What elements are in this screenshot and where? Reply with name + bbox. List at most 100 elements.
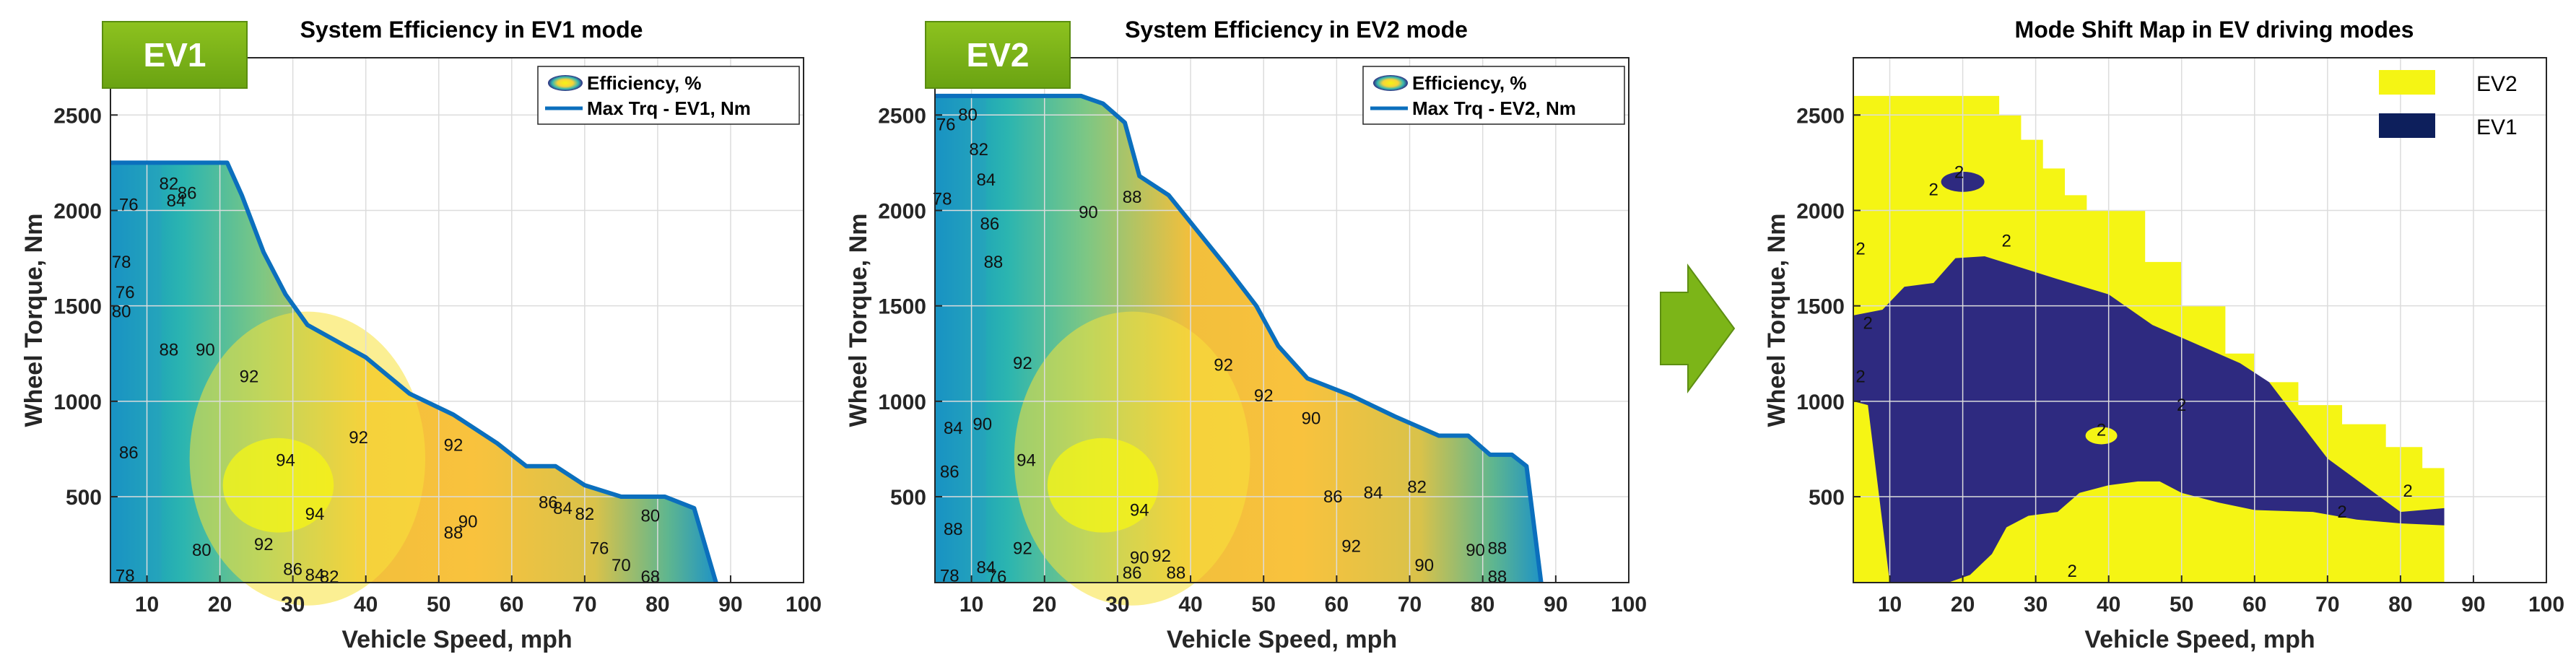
- contour-label: 84: [976, 558, 996, 578]
- x-tick-label: 90: [1544, 593, 1567, 617]
- region-annotation: 2: [1855, 239, 1865, 258]
- region-annotation: 2: [1863, 313, 1873, 333]
- x-tick-label: 20: [1032, 593, 1056, 617]
- contour-label: 92: [1013, 354, 1032, 373]
- x-tick-label: 70: [1398, 593, 1422, 617]
- y-tick-label: 2500: [878, 104, 926, 128]
- contour-label: 94: [276, 451, 295, 471]
- efficiency-legend-swatch: [548, 75, 583, 91]
- max-torque-curve: [935, 93, 1544, 583]
- x-tick-label: 80: [2388, 593, 2412, 617]
- contour-label: 76: [590, 539, 609, 558]
- contour-label: 88: [444, 523, 464, 543]
- x-tick-label: 100: [786, 593, 822, 617]
- contour-label: 88: [1488, 539, 1507, 558]
- contour-label: 92: [240, 367, 259, 386]
- peak-efficiency-core: [1047, 437, 1159, 533]
- contour-label: 90: [458, 512, 478, 531]
- y-tick-label: 1500: [878, 295, 926, 319]
- x-tick-label: 30: [281, 593, 305, 617]
- contour-label: 88: [1488, 567, 1507, 587]
- max-torque-curve: [110, 160, 718, 583]
- region-annotation: 2: [2403, 482, 2412, 501]
- y-tick-label: 1000: [878, 391, 926, 414]
- x-tick-label: 60: [1325, 593, 1349, 617]
- contour-label: 90: [972, 415, 992, 435]
- contour-label: 68: [640, 567, 660, 587]
- x-tick-label: 50: [2170, 593, 2193, 617]
- x-tick-label: 100: [1611, 593, 1647, 617]
- legend-ev2: EV2: [2476, 72, 2518, 96]
- contour-label: 92: [254, 535, 274, 554]
- legend-max-torque: Max Trq - EV1, Nm: [587, 97, 751, 119]
- contour-label: 88: [984, 253, 1004, 272]
- ev1-legend-swatch: [2379, 113, 2435, 138]
- mode-badge-ev2: EV2: [925, 21, 1071, 89]
- contour-label: 86: [119, 443, 139, 463]
- contour-label: 84: [944, 419, 963, 438]
- region-annotation: 2: [2177, 396, 2186, 415]
- contour-label: 90: [1130, 549, 1149, 568]
- region-annotation: 2: [1954, 163, 1964, 183]
- y-tick-label: 500: [890, 486, 926, 510]
- peak-efficiency-core: [222, 437, 334, 533]
- contour-label: 78: [933, 190, 952, 209]
- contour-label: 92: [349, 428, 368, 448]
- legend-efficiency: Efficiency, %: [1412, 72, 1526, 94]
- mode-badge-ev1: EV1: [102, 21, 248, 89]
- contour-label: 82: [969, 140, 988, 160]
- x-tick-label: 80: [645, 593, 669, 617]
- contour-label: 80: [112, 302, 131, 322]
- contour-label: 76: [936, 115, 956, 134]
- region-annotation: 2: [2337, 502, 2346, 522]
- y-tick-label: 1500: [53, 295, 102, 319]
- x-axis-label: Vehicle Speed, mph: [2084, 626, 2315, 653]
- contour-label: 80: [192, 541, 212, 560]
- badge-label: EV1: [144, 36, 206, 74]
- legend-efficiency: Efficiency, %: [587, 72, 701, 94]
- contour-label: 82: [320, 567, 339, 587]
- contour-label: 88: [159, 340, 178, 360]
- y-tick-label: 500: [66, 486, 102, 510]
- contour-label: 94: [305, 505, 325, 524]
- x-tick-label: 20: [208, 593, 232, 617]
- contour-label: 86: [178, 184, 197, 204]
- ev2-efficiency-chart: 76 80828486887890888486889092949292909492…: [845, 17, 1647, 653]
- ev2-legend-swatch: [2379, 70, 2435, 95]
- x-tick-label: 100: [2528, 593, 2564, 617]
- region-annotation: 2: [1855, 367, 1865, 386]
- x-tick-label: 90: [718, 593, 742, 617]
- x-tick-label: 10: [960, 593, 983, 617]
- x-tick-label: 70: [2315, 593, 2339, 617]
- efficiency-legend-swatch: [1373, 75, 1408, 91]
- contour-label: 84: [553, 499, 573, 518]
- contour-label: 84: [305, 565, 325, 585]
- y-tick-label: 1000: [53, 391, 102, 414]
- legend-max-torque: Max Trq - EV2, Nm: [1412, 97, 1576, 119]
- x-tick-label: 40: [2097, 593, 2120, 617]
- contour-label: 76: [988, 567, 1007, 587]
- contour-label: 76: [116, 283, 135, 302]
- legend-ev1: EV1: [2476, 116, 2518, 139]
- contour-label: 92: [1341, 537, 1361, 557]
- y-tick-label: 2500: [1796, 104, 1845, 128]
- x-tick-label: 20: [1951, 593, 1975, 617]
- x-axis-label: Vehicle Speed, mph: [341, 626, 572, 653]
- contour-label: 80: [640, 506, 660, 526]
- legend: Efficiency, % Max Trq - EV1, Nm: [537, 66, 800, 125]
- contour-label: 90: [1302, 409, 1321, 429]
- contour-label: 92: [444, 436, 464, 456]
- x-tick-label: 30: [2024, 593, 2048, 617]
- contour-label: 88: [1123, 188, 1142, 207]
- y-tick-label: 2000: [878, 199, 926, 223]
- contour-label: 82: [1407, 478, 1427, 497]
- contour-label: 94: [1017, 451, 1036, 471]
- contour-label: 86: [1123, 564, 1142, 583]
- x-tick-label: 30: [1105, 593, 1129, 617]
- contour-label: 86: [539, 493, 558, 513]
- contour-label: 92: [1254, 386, 1274, 406]
- x-axis-label: Vehicle Speed, mph: [1167, 626, 1397, 653]
- legend: Efficiency, % Max Trq - EV2, Nm: [1362, 66, 1625, 125]
- y-tick-label: 2000: [1796, 199, 1845, 223]
